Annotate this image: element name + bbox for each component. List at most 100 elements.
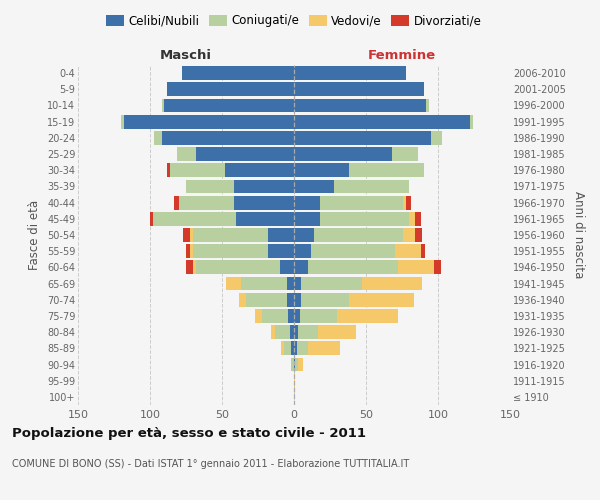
Bar [193,260,196,274]
Bar [233,180,294,194]
Bar [294,358,295,372]
Bar [190,228,193,242]
Text: COMUNE DI BONO (SS) - Dati ISTAT 1° gennaio 2011 - Elaborazione TUTTITALIA.IT: COMUNE DI BONO (SS) - Dati ISTAT 1° genn… [12,459,409,469]
Bar [431,131,442,144]
Bar [362,276,422,290]
Bar [167,82,294,96]
Bar [427,98,430,112]
Bar [300,309,337,323]
Bar [434,260,441,274]
Bar [179,196,233,209]
Bar [196,260,280,274]
Bar [308,342,340,355]
Bar [298,358,302,372]
Bar [190,244,193,258]
Bar [161,131,294,144]
Bar [294,82,424,96]
Bar [349,164,424,177]
Bar [271,326,275,339]
Bar [164,98,294,112]
Bar [294,115,470,128]
Bar [294,326,298,339]
Bar [395,244,421,258]
Bar [406,196,410,209]
Bar [294,276,301,290]
Bar [255,309,262,323]
Bar [294,212,320,226]
Bar [294,374,295,388]
Bar [284,342,291,355]
Bar [403,196,406,209]
Bar [349,293,413,306]
Bar [124,115,294,128]
Bar [183,228,190,242]
Text: Femmine: Femmine [368,50,436,62]
Bar [268,244,294,258]
Bar [196,147,294,161]
Bar [294,180,334,194]
Bar [311,244,395,258]
Bar [319,326,356,339]
Text: Maschi: Maschi [160,50,212,62]
Bar [121,115,124,128]
Bar [294,98,427,112]
Y-axis label: Anni di nascita: Anni di nascita [572,192,585,278]
Bar [337,309,398,323]
Bar [226,276,241,290]
Bar [186,244,190,258]
Bar [421,244,425,258]
Bar [239,293,247,306]
Bar [186,180,233,194]
Bar [294,164,349,177]
Bar [182,66,294,80]
Bar [225,164,294,177]
Text: Popolazione per età, sesso e stato civile - 2011: Popolazione per età, sesso e stato civil… [12,428,366,440]
Bar [294,260,308,274]
Bar [294,293,301,306]
Bar [297,342,308,355]
Bar [175,196,179,209]
Bar [291,358,294,372]
Bar [314,228,403,242]
Bar [298,326,319,339]
Bar [236,212,294,226]
Bar [153,212,236,226]
Bar [233,196,294,209]
Bar [178,147,196,161]
Bar [150,212,153,226]
Bar [154,131,161,144]
Bar [170,164,225,177]
Bar [193,244,268,258]
Bar [287,276,294,290]
Y-axis label: Fasce di età: Fasce di età [28,200,41,270]
Bar [275,326,290,339]
Bar [268,228,294,242]
Bar [294,342,297,355]
Bar [403,228,415,242]
Legend: Celibi/Nubili, Coniugati/e, Vedovi/e, Divorziati/e: Celibi/Nubili, Coniugati/e, Vedovi/e, Di… [101,10,487,32]
Bar [398,260,434,274]
Bar [415,212,421,226]
Bar [334,180,409,194]
Bar [241,276,287,290]
Bar [167,164,170,177]
Bar [161,98,164,112]
Bar [308,260,398,274]
Bar [301,276,362,290]
Bar [409,212,415,226]
Bar [281,342,284,355]
Bar [247,293,287,306]
Bar [294,131,431,144]
Bar [294,228,314,242]
Bar [291,342,294,355]
Bar [320,212,409,226]
Bar [290,326,294,339]
Bar [294,196,320,209]
Bar [294,147,392,161]
Bar [470,115,473,128]
Bar [415,228,422,242]
Bar [320,196,403,209]
Bar [287,293,294,306]
Bar [186,260,193,274]
Bar [288,309,294,323]
